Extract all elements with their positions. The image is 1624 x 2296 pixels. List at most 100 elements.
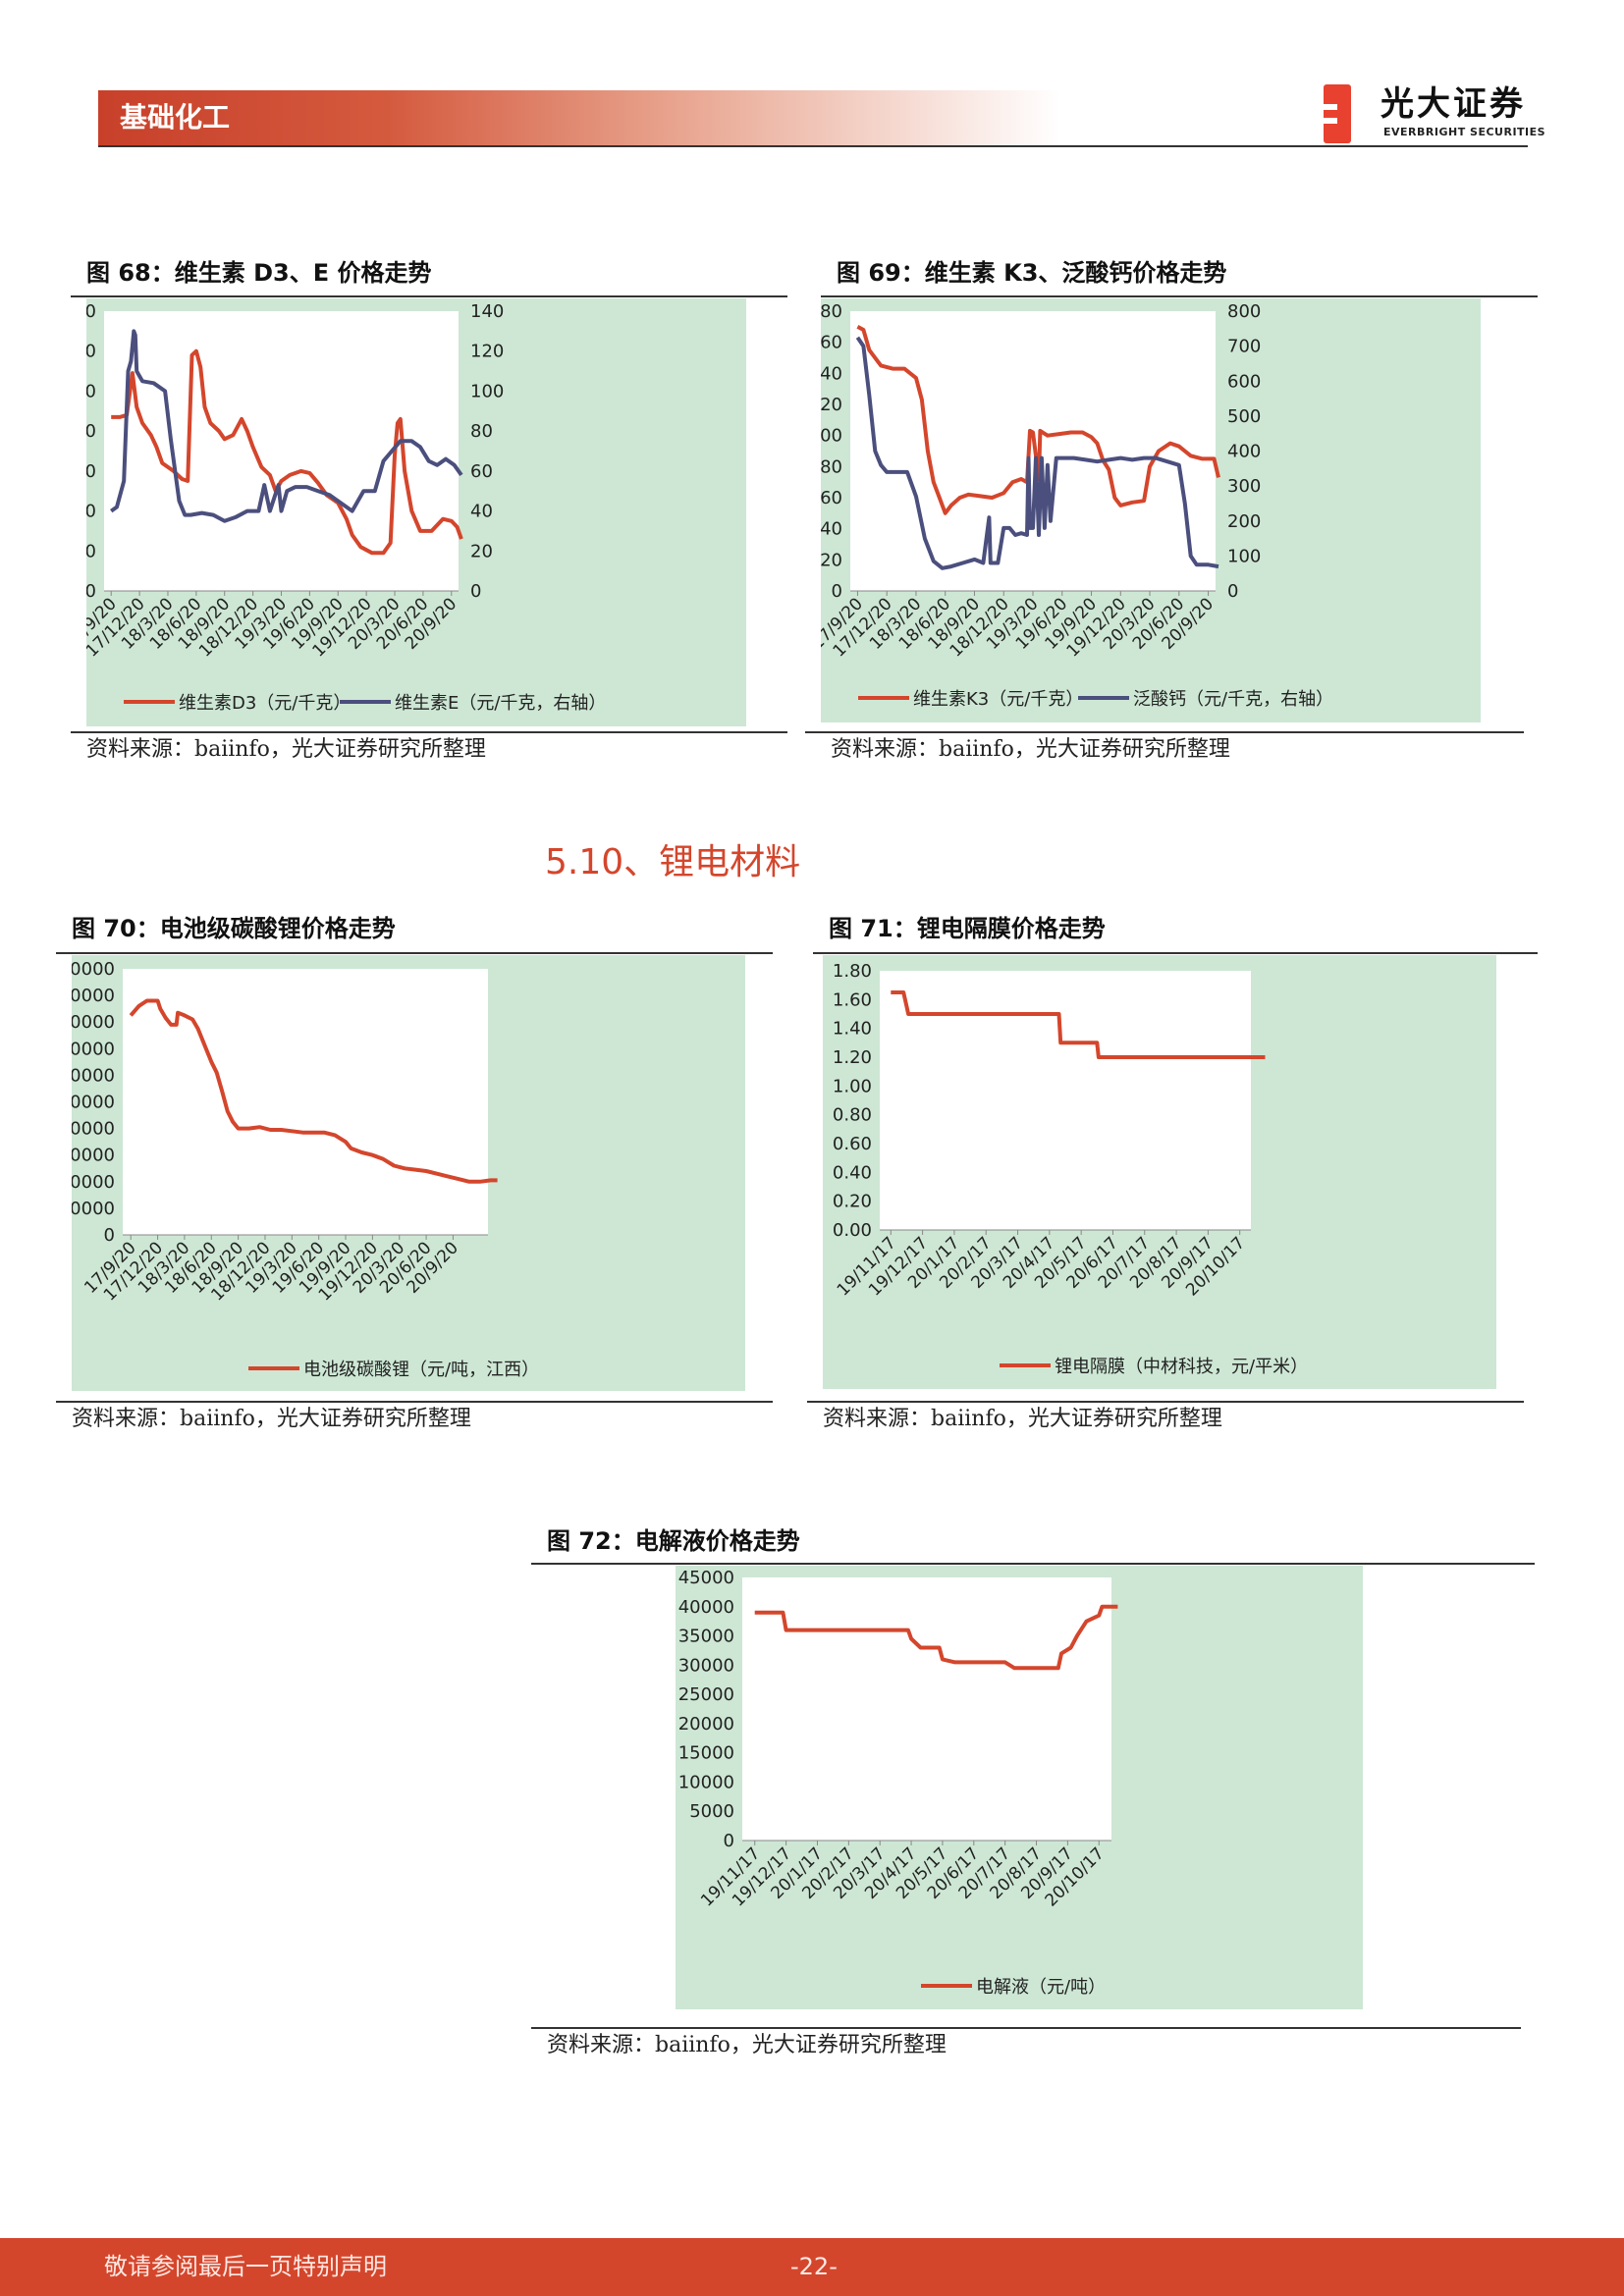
fig72-ytick-label: 30000 xyxy=(678,1655,734,1676)
fig69-y2tick-label: 800 xyxy=(1227,301,1261,322)
fig69-ytick-label: 100 xyxy=(821,426,842,447)
figure-69-svg: 0 20 40 60 80 100 120 140 160 180 0 100 200 300 400 500… xyxy=(807,301,1333,710)
figure-72-bottom-rule xyxy=(531,2027,1521,2029)
fig68-ytick-label: 0 xyxy=(86,581,96,602)
header-band xyxy=(98,90,1060,145)
fig68-ytick-label: 200 xyxy=(86,502,96,522)
fig69-legend-label-0: 维生素K3（元/千克） xyxy=(913,689,1083,710)
fig69-ytick-label: 20 xyxy=(821,550,842,570)
figure-69-source: 资料来源：baiinfo，光大证券研究所整理 xyxy=(831,737,1230,762)
fig71-ytick-label: 1.60 xyxy=(833,989,872,1010)
logo-text-en: EVERBRIGHT SECURITIES xyxy=(1383,126,1546,138)
figure-71-svg: 0.00 0.20 0.40 0.60 0.80 1.00 1.20 1.40 1.60 1.80… xyxy=(833,961,1308,1377)
fig71-ytick-label: 0.60 xyxy=(833,1134,872,1154)
fig69-ytick-label: 40 xyxy=(821,519,842,540)
fig72-ytick-label: 40000 xyxy=(678,1597,734,1618)
fig70-ytick-label: 200000 xyxy=(72,959,115,980)
figure-69-title: 图 69：维生素 K3、泛酸钙价格走势 xyxy=(837,259,1227,287)
fig68-y2tick-label: 60 xyxy=(470,461,493,482)
figure-71-bottom-rule xyxy=(807,1401,1524,1403)
figure-72-chart: 0 5000 10000 15000 20000 25000 30000 35000 40000… xyxy=(676,1566,1363,2009)
figure-68-chart: 0 100 200 300 400 500 600 700 0 20 40 60 80 100 120 140… xyxy=(61,298,746,726)
fig71-ytick-label: 1.80 xyxy=(833,961,872,982)
figure-68-title: 图 68：维生素 D3、E 价格走势 xyxy=(86,259,432,287)
fig69-ytick-label: 60 xyxy=(821,488,842,508)
fig68-legend-label-1: 维生素E（元/千克，右轴） xyxy=(395,693,606,714)
header-rule xyxy=(98,145,1528,147)
fig68-y2tick-label: 100 xyxy=(470,381,504,401)
fig69-ytick-label: 80 xyxy=(821,456,842,477)
figure-71-top-rule xyxy=(813,952,1538,954)
fig68-ytick-label: 600 xyxy=(86,342,96,362)
fig70-ytick-label: 180000 xyxy=(72,986,115,1006)
fig68-series-line-0 xyxy=(111,348,463,556)
fig70-ytick-label: 0 xyxy=(104,1225,115,1246)
fig69-series-line-1 xyxy=(855,336,1219,570)
fig68-ytick-label: 300 xyxy=(86,461,96,482)
logo-text-cn: 光大证券 xyxy=(1380,84,1526,124)
fig69-y2tick-label: 0 xyxy=(1227,581,1238,602)
fig70-legend-label-0: 电池级碳酸锂（元/吨，江西） xyxy=(303,1360,539,1380)
fig70-ytick-label: 140000 xyxy=(72,1039,115,1059)
fig69-plot-area xyxy=(850,311,1216,591)
figure-70-chart: 0 20000 40000 60000 80000 100000 120000 140000 1… xyxy=(47,955,745,1391)
fig71-series-line-0 xyxy=(891,990,1266,1059)
figure-72-svg: 0 5000 10000 15000 20000 25000 30000 35000 40000… xyxy=(678,1568,1118,1998)
fig69-y2tick-label: 700 xyxy=(1227,337,1261,357)
fig70-ytick-label: 80000 xyxy=(72,1119,115,1140)
fig71-legend-label-0: 锂电隔膜（中材科技，元/平米） xyxy=(1055,1357,1308,1377)
fig68-y2tick-label: 40 xyxy=(470,502,493,522)
fig72-series-line-0 xyxy=(754,1604,1118,1671)
fig68-y2tick-label: 140 xyxy=(470,301,504,322)
fig70-ytick-label: 40000 xyxy=(72,1172,115,1193)
fig68-ytick-label: 700 xyxy=(86,301,96,322)
figure-72-source: 资料来源：baiinfo，光大证券研究所整理 xyxy=(547,2033,947,2057)
fig72-ytick-label: 0 xyxy=(724,1831,734,1851)
fig68-ytick-label: 500 xyxy=(86,381,96,401)
fig69-y2tick-label: 600 xyxy=(1227,371,1261,392)
section-title: 5.10、锂电材料 xyxy=(545,842,801,882)
fig69-series-line-0 xyxy=(856,325,1220,515)
fig72-legend-label-0: 电解液（元/吨） xyxy=(976,1977,1106,1998)
fig69-ytick-label: 0 xyxy=(832,581,842,602)
figure-70-title: 图 70：电池级碳酸锂价格走势 xyxy=(72,915,396,942)
fig68-legend-label-0: 维生素D3（元/千克） xyxy=(179,693,351,714)
fig72-ytick-label: 45000 xyxy=(678,1568,734,1588)
fig68-y2tick-label: 120 xyxy=(470,342,504,362)
fig68-y2tick-label: 0 xyxy=(470,581,481,602)
fig72-ytick-label: 15000 xyxy=(678,1743,734,1764)
fig70-ytick-label: 100000 xyxy=(72,1093,115,1113)
fig69-legend-label-1: 泛酸钙（元/千克，右轴） xyxy=(1133,689,1333,710)
footer-disclaimer: 敬请参阅最后一页特别声明 xyxy=(104,2253,387,2280)
figure-70-top-rule xyxy=(56,952,773,954)
figure-72-top-rule xyxy=(531,1563,1535,1565)
fig69-ytick-label: 180 xyxy=(821,301,842,322)
fig71-ytick-label: 0.80 xyxy=(833,1105,872,1126)
figure-69-top-rule xyxy=(821,295,1538,297)
figure-69-chart: 0 20 40 60 80 100 120 140 160 180 0 100 200 300 400 500… xyxy=(807,298,1481,722)
page-number: -22- xyxy=(790,2253,838,2280)
fig71-ytick-label: 1.20 xyxy=(833,1047,872,1068)
figure-68-svg: 0 100 200 300 400 500 600 700 0 20 40 60 80 100 120 140… xyxy=(61,301,606,714)
figure-68-bottom-rule xyxy=(71,731,787,733)
figure-72-title: 图 72：电解液价格走势 xyxy=(547,1527,800,1555)
figure-69-bottom-rule xyxy=(805,731,1524,733)
everbright-logo-icon xyxy=(1324,84,1351,143)
fig69-y2tick-label: 200 xyxy=(1227,511,1261,532)
fig70-ytick-label: 20000 xyxy=(72,1199,115,1219)
fig72-ytick-label: 35000 xyxy=(678,1627,734,1647)
fig71-ytick-label: 1.40 xyxy=(833,1019,872,1040)
fig71-ytick-label: 1.00 xyxy=(833,1076,872,1096)
fig72-ytick-label: 25000 xyxy=(678,1684,734,1705)
figure-68-source: 资料来源：baiinfo，光大证券研究所整理 xyxy=(86,737,486,762)
fig68-series-line-1 xyxy=(110,329,463,523)
fig69-y2tick-label: 300 xyxy=(1227,476,1261,497)
fig69-y2tick-label: 500 xyxy=(1227,406,1261,427)
figure-70-bottom-rule xyxy=(56,1401,773,1403)
figure-71-title: 图 71：锂电隔膜价格走势 xyxy=(829,915,1106,942)
fig68-plot-area xyxy=(104,311,459,591)
fig72-ytick-label: 10000 xyxy=(678,1772,734,1792)
fig72-ytick-label: 5000 xyxy=(689,1801,734,1822)
fig68-y2tick-label: 80 xyxy=(470,421,493,442)
footer-band xyxy=(0,2238,1624,2296)
